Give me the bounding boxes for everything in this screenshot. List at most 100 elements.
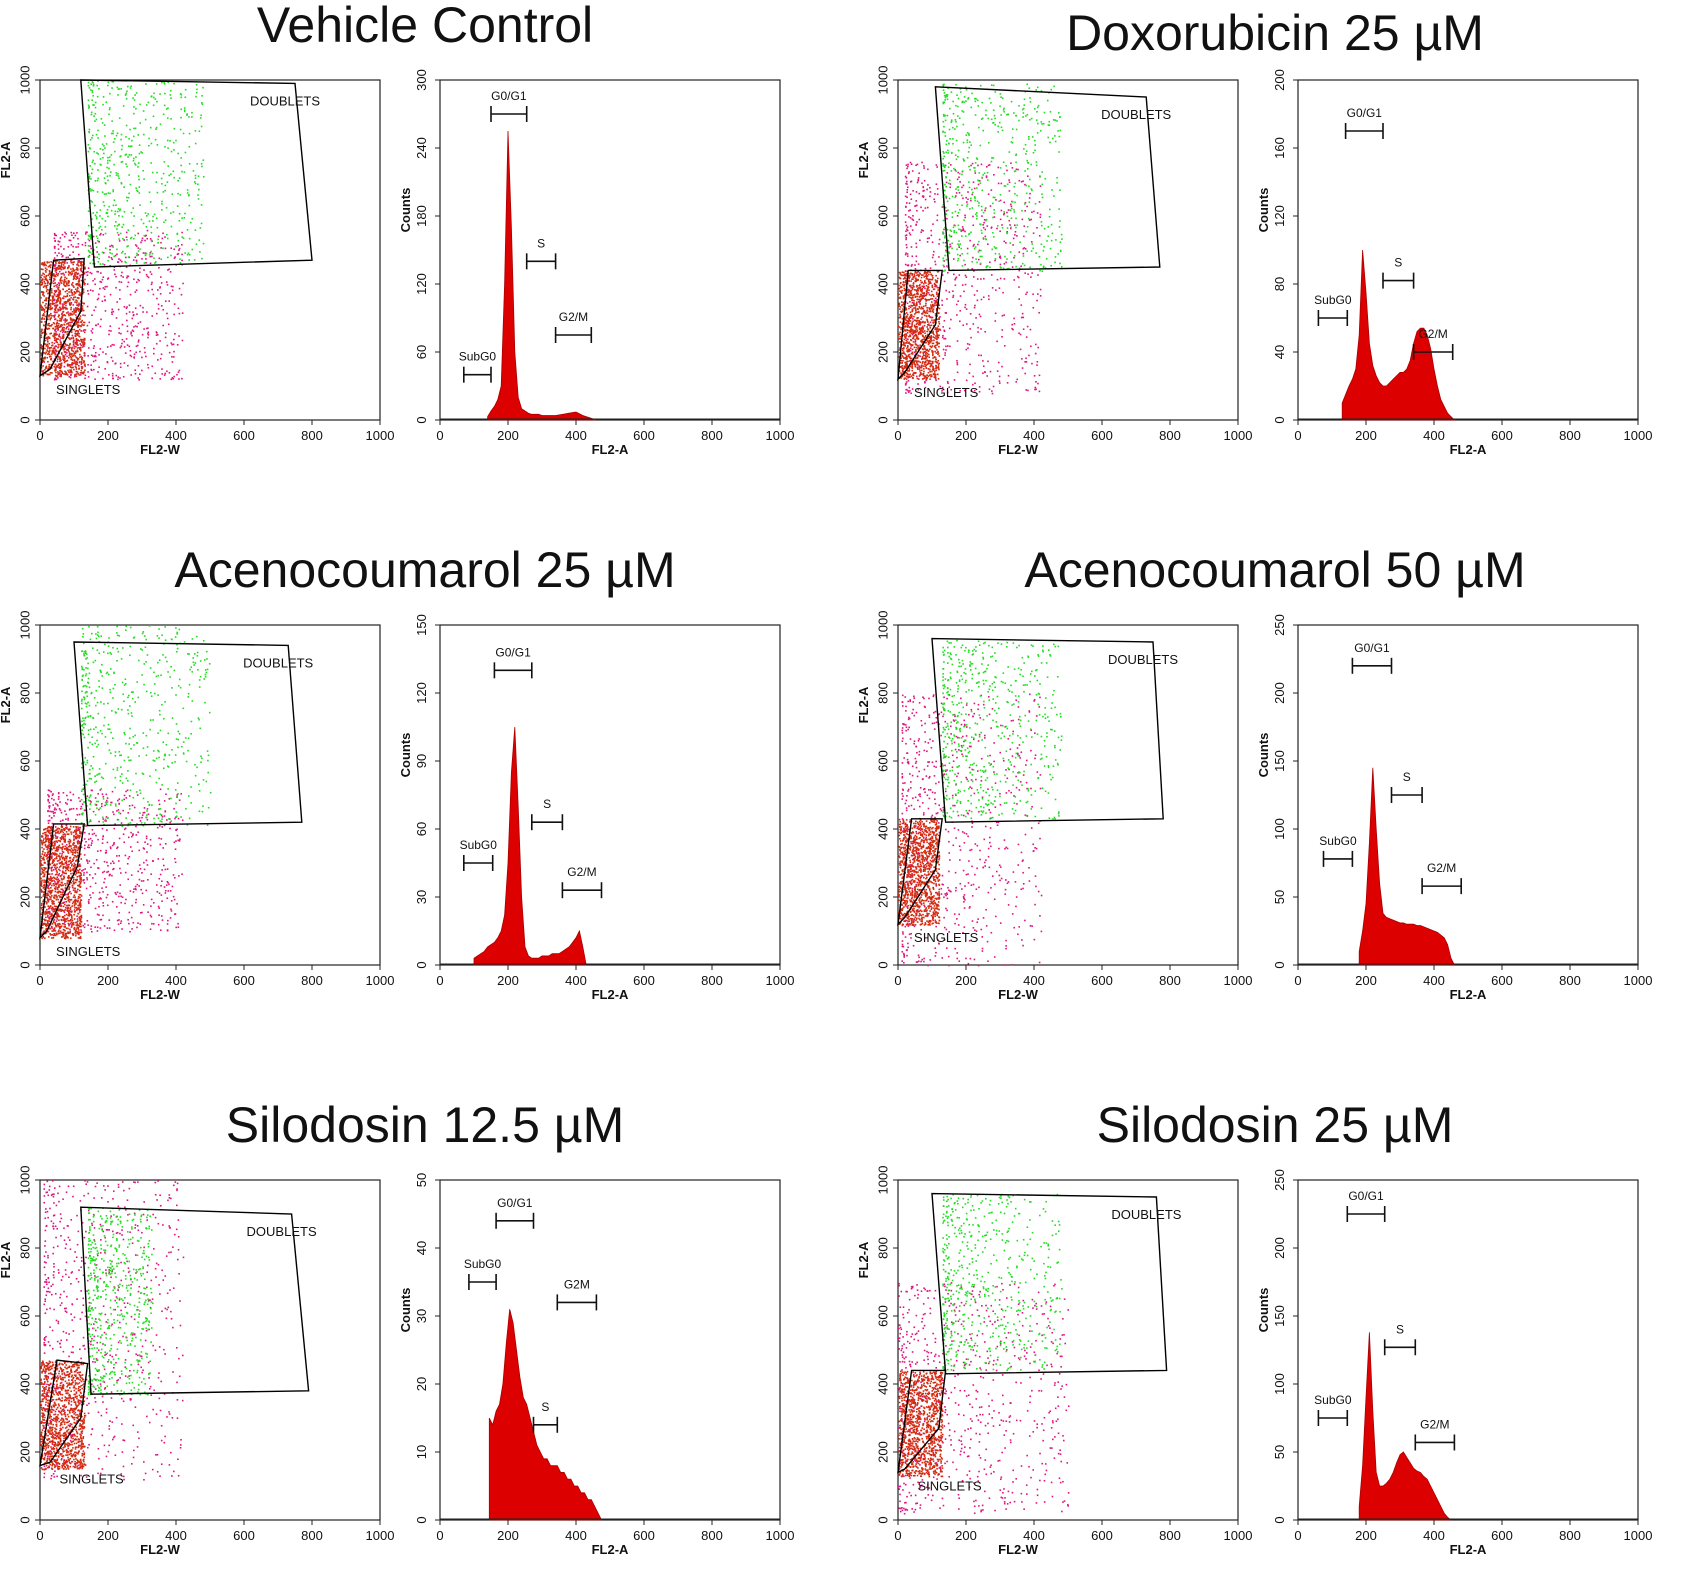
event-dot-singlet (71, 334, 74, 337)
event-dot-singlet (900, 353, 903, 355)
event-dot-singlet (48, 353, 51, 356)
event-dot-doublet (150, 95, 153, 97)
event-dot-singlet (54, 326, 57, 328)
event-dot-singlet (934, 321, 936, 323)
event-dot-singlet (51, 303, 54, 305)
event-dot-doublet (955, 231, 958, 234)
event-dot-doublet (182, 132, 185, 135)
event-dot-singlet (907, 370, 909, 372)
event-dot-singlet (922, 374, 925, 377)
event-dot-singlet (46, 356, 49, 359)
event-dot-singlet (40, 296, 42, 299)
event-dot-other (933, 250, 935, 253)
event-dot-other (971, 285, 973, 287)
event-dot-other (138, 271, 141, 274)
event-dot-singlet (916, 284, 918, 287)
event-dot-other (164, 372, 167, 375)
event-dot-other (935, 183, 938, 185)
event-dot-singlet (49, 302, 52, 305)
event-dot-doublet (945, 95, 947, 97)
event-dot-singlet (64, 357, 66, 360)
event-dot-doublet (1010, 261, 1013, 263)
event-dot-other (1030, 345, 1032, 348)
event-dot-singlet (904, 345, 907, 347)
event-dot-doublet (1013, 209, 1015, 211)
x-tick-label: 800 (1559, 428, 1581, 443)
event-dot-singlet (927, 362, 929, 365)
event-dot-doublet (1003, 110, 1006, 113)
event-dot-other (147, 911, 149, 913)
event-dot-doublet (127, 229, 130, 231)
event-dot-singlet (43, 264, 45, 267)
event-dot-doublet (955, 104, 957, 107)
event-dot-singlet (899, 347, 901, 349)
event-dot-other (78, 304, 81, 306)
event-dot-doublet (109, 159, 111, 162)
event-dot-singlet (936, 334, 938, 336)
event-dot-other (160, 282, 163, 284)
event-dot-singlet (923, 377, 926, 380)
event-dot-singlet (63, 357, 66, 359)
event-dot-other (982, 237, 985, 239)
event-dot-other (69, 910, 72, 913)
event-dot-singlet (80, 349, 82, 352)
event-dot-doublet (963, 259, 965, 262)
event-dot-doublet (992, 216, 994, 219)
event-dot-other (170, 342, 173, 344)
event-dot-other (914, 341, 917, 343)
event-dot-other (948, 327, 951, 330)
event-dot-singlet (936, 318, 939, 321)
event-dot-other (907, 163, 909, 166)
event-dot-other (90, 247, 92, 250)
event-dot-singlet (908, 280, 910, 282)
event-dot-other (153, 347, 155, 350)
event-dot-singlet (75, 309, 77, 312)
event-dot-doublet (979, 255, 982, 258)
event-dot-doublet (102, 201, 105, 203)
event-dot-doublet (117, 210, 119, 213)
event-dot-singlet (42, 307, 45, 310)
event-dot-singlet (53, 285, 56, 288)
event-dot-other (993, 174, 995, 176)
event-dot-other (75, 314, 77, 316)
event-dot-other (911, 263, 913, 266)
event-dot-doublet (154, 262, 156, 264)
event-dot-other (926, 188, 928, 191)
event-dot-other (920, 231, 922, 233)
event-dot-other (941, 386, 944, 389)
event-dot-singlet (64, 290, 67, 293)
event-dot-other (905, 176, 908, 179)
event-dot-doublet (1039, 129, 1042, 132)
event-dot-other (906, 264, 909, 267)
event-dot-other (1038, 234, 1041, 237)
event-dot-singlet (909, 272, 912, 275)
event-dot-other (943, 260, 946, 262)
event-dot-other (905, 392, 907, 394)
event-dot-other (972, 256, 974, 259)
event-dot-doublet (91, 201, 93, 203)
event-dot-doublet (197, 198, 200, 200)
event-dot-doublet (1059, 220, 1061, 222)
event-dot-singlet (899, 308, 901, 310)
event-dot-singlet (917, 333, 920, 336)
event-dot-singlet (76, 361, 79, 364)
event-dot-doublet (981, 176, 983, 179)
event-dot-singlet (913, 299, 915, 302)
event-dot-singlet (909, 343, 912, 346)
event-dot-other (86, 231, 88, 234)
event-dot-singlet (909, 291, 912, 293)
event-dot-singlet (59, 345, 62, 348)
event-dot-other (972, 224, 975, 227)
event-dot-singlet (932, 366, 934, 369)
event-dot-other (1001, 329, 1004, 331)
x-axis-label: FL2-W (140, 442, 180, 457)
event-dot-singlet (916, 274, 918, 277)
event-dot-singlet (936, 335, 939, 338)
event-dot-singlet (81, 356, 84, 359)
event-dot-singlet (75, 368, 78, 370)
event-dot-other (57, 282, 60, 284)
event-dot-doublet (1002, 161, 1005, 164)
event-dot-other (83, 329, 85, 331)
x-axis-label: FL2-A (592, 442, 629, 457)
event-dot-doublet (983, 172, 986, 175)
